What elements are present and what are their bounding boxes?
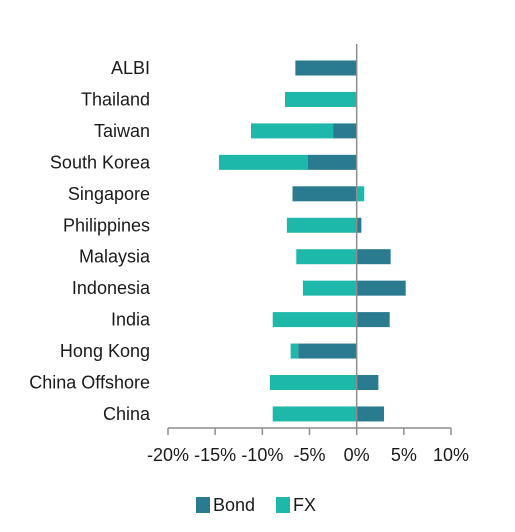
category-label-albi: ALBI	[111, 58, 150, 78]
bar-fx-indonesia	[302, 280, 357, 296]
bar-fx-south-korea	[218, 154, 308, 170]
x-tick-label: -5%	[293, 445, 325, 465]
legend-swatch-bond	[196, 497, 210, 513]
x-axis: -20% -15% -10% -5% 0% 5% 10%	[147, 44, 469, 465]
bar-bond-india	[356, 312, 390, 328]
x-tick-label: 5%	[391, 445, 417, 465]
x-tick-label: -20%	[147, 445, 189, 465]
legend-label-bond: Bond	[213, 495, 255, 515]
category-label-china-offshore: China Offshore	[29, 373, 150, 393]
bar-fx-singapore	[356, 186, 365, 202]
category-label-indonesia: Indonesia	[72, 278, 151, 298]
x-tick-label: 10%	[433, 445, 469, 465]
bar-bond-south-korea	[307, 154, 357, 170]
bar-fx-philippines	[286, 217, 357, 233]
bar-fx-india	[272, 312, 357, 328]
bar-bond-indonesia	[356, 280, 406, 296]
bar-bond-taiwan	[333, 123, 357, 139]
legend-label-fx: FX	[293, 495, 316, 515]
bar-bond-china-offshore	[356, 375, 379, 390]
category-label-singapore: Singapore	[68, 184, 150, 204]
bar-fx-china-offshore	[269, 375, 357, 390]
x-tick-label: 0%	[344, 445, 370, 465]
bar-fx-china	[272, 406, 357, 422]
legend: Bond FX	[196, 495, 316, 515]
bar-bond-philippines	[356, 217, 362, 233]
category-label-taiwan: Taiwan	[94, 121, 150, 141]
bar-bond-albi	[295, 60, 357, 76]
legend-swatch-fx	[276, 497, 290, 513]
category-label-south-korea: South Korea	[50, 152, 151, 172]
category-label-hong-kong: Hong Kong	[60, 341, 150, 361]
x-tick-label: -15%	[194, 445, 236, 465]
bar-bond-hong-kong	[298, 343, 357, 359]
category-label-china: China	[103, 404, 151, 424]
bar-bond-china	[356, 406, 385, 422]
category-labels: ALBI Thailand Taiwan South Korea Singapore Ph…	[29, 58, 151, 424]
category-label-thailand: Thailand	[81, 89, 150, 109]
bar-bond-singapore	[292, 186, 357, 202]
category-label-philippines: Philippines	[63, 215, 150, 235]
bar-fx-malaysia	[296, 249, 357, 265]
x-tick-label: -10%	[241, 445, 283, 465]
bar-fx-thailand	[284, 91, 357, 107]
bar-fx-hong-kong	[290, 343, 299, 359]
category-label-malaysia: Malaysia	[79, 247, 151, 267]
bar-fx-taiwan	[251, 123, 334, 139]
bar-bond-malaysia	[356, 249, 391, 265]
category-label-india: India	[111, 310, 151, 330]
bars-group	[218, 60, 406, 422]
